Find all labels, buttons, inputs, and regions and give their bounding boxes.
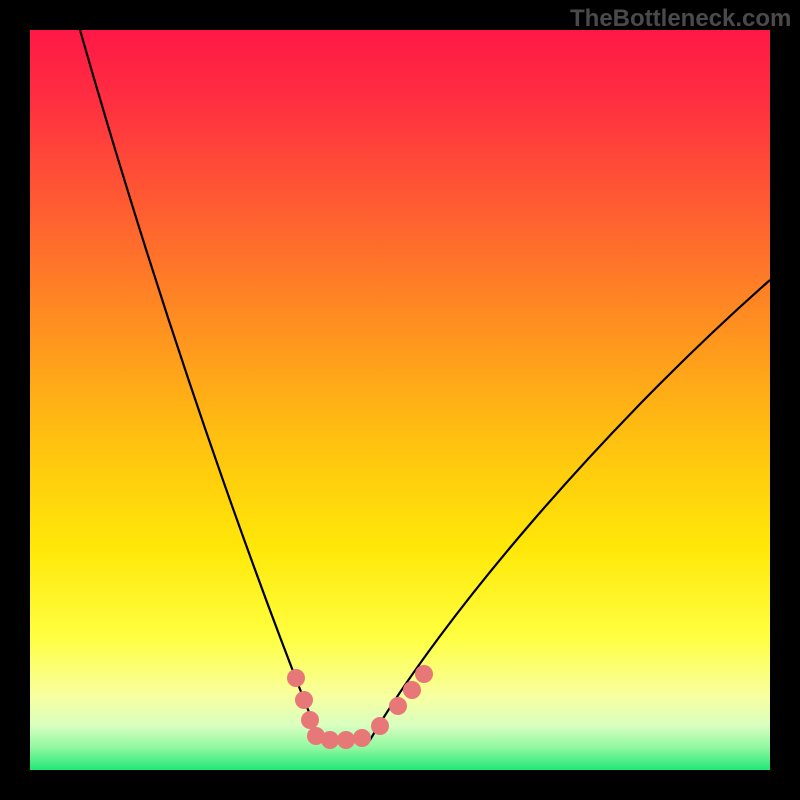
gradient-background xyxy=(30,30,770,770)
data-marker xyxy=(301,711,319,729)
data-marker xyxy=(287,669,305,687)
chart-svg xyxy=(0,0,800,800)
data-marker xyxy=(415,665,433,683)
data-marker xyxy=(295,691,313,709)
data-marker xyxy=(353,729,371,747)
data-marker xyxy=(403,681,421,699)
data-marker xyxy=(389,697,407,715)
data-marker xyxy=(337,731,355,749)
data-marker xyxy=(371,717,389,735)
data-marker xyxy=(321,731,339,749)
